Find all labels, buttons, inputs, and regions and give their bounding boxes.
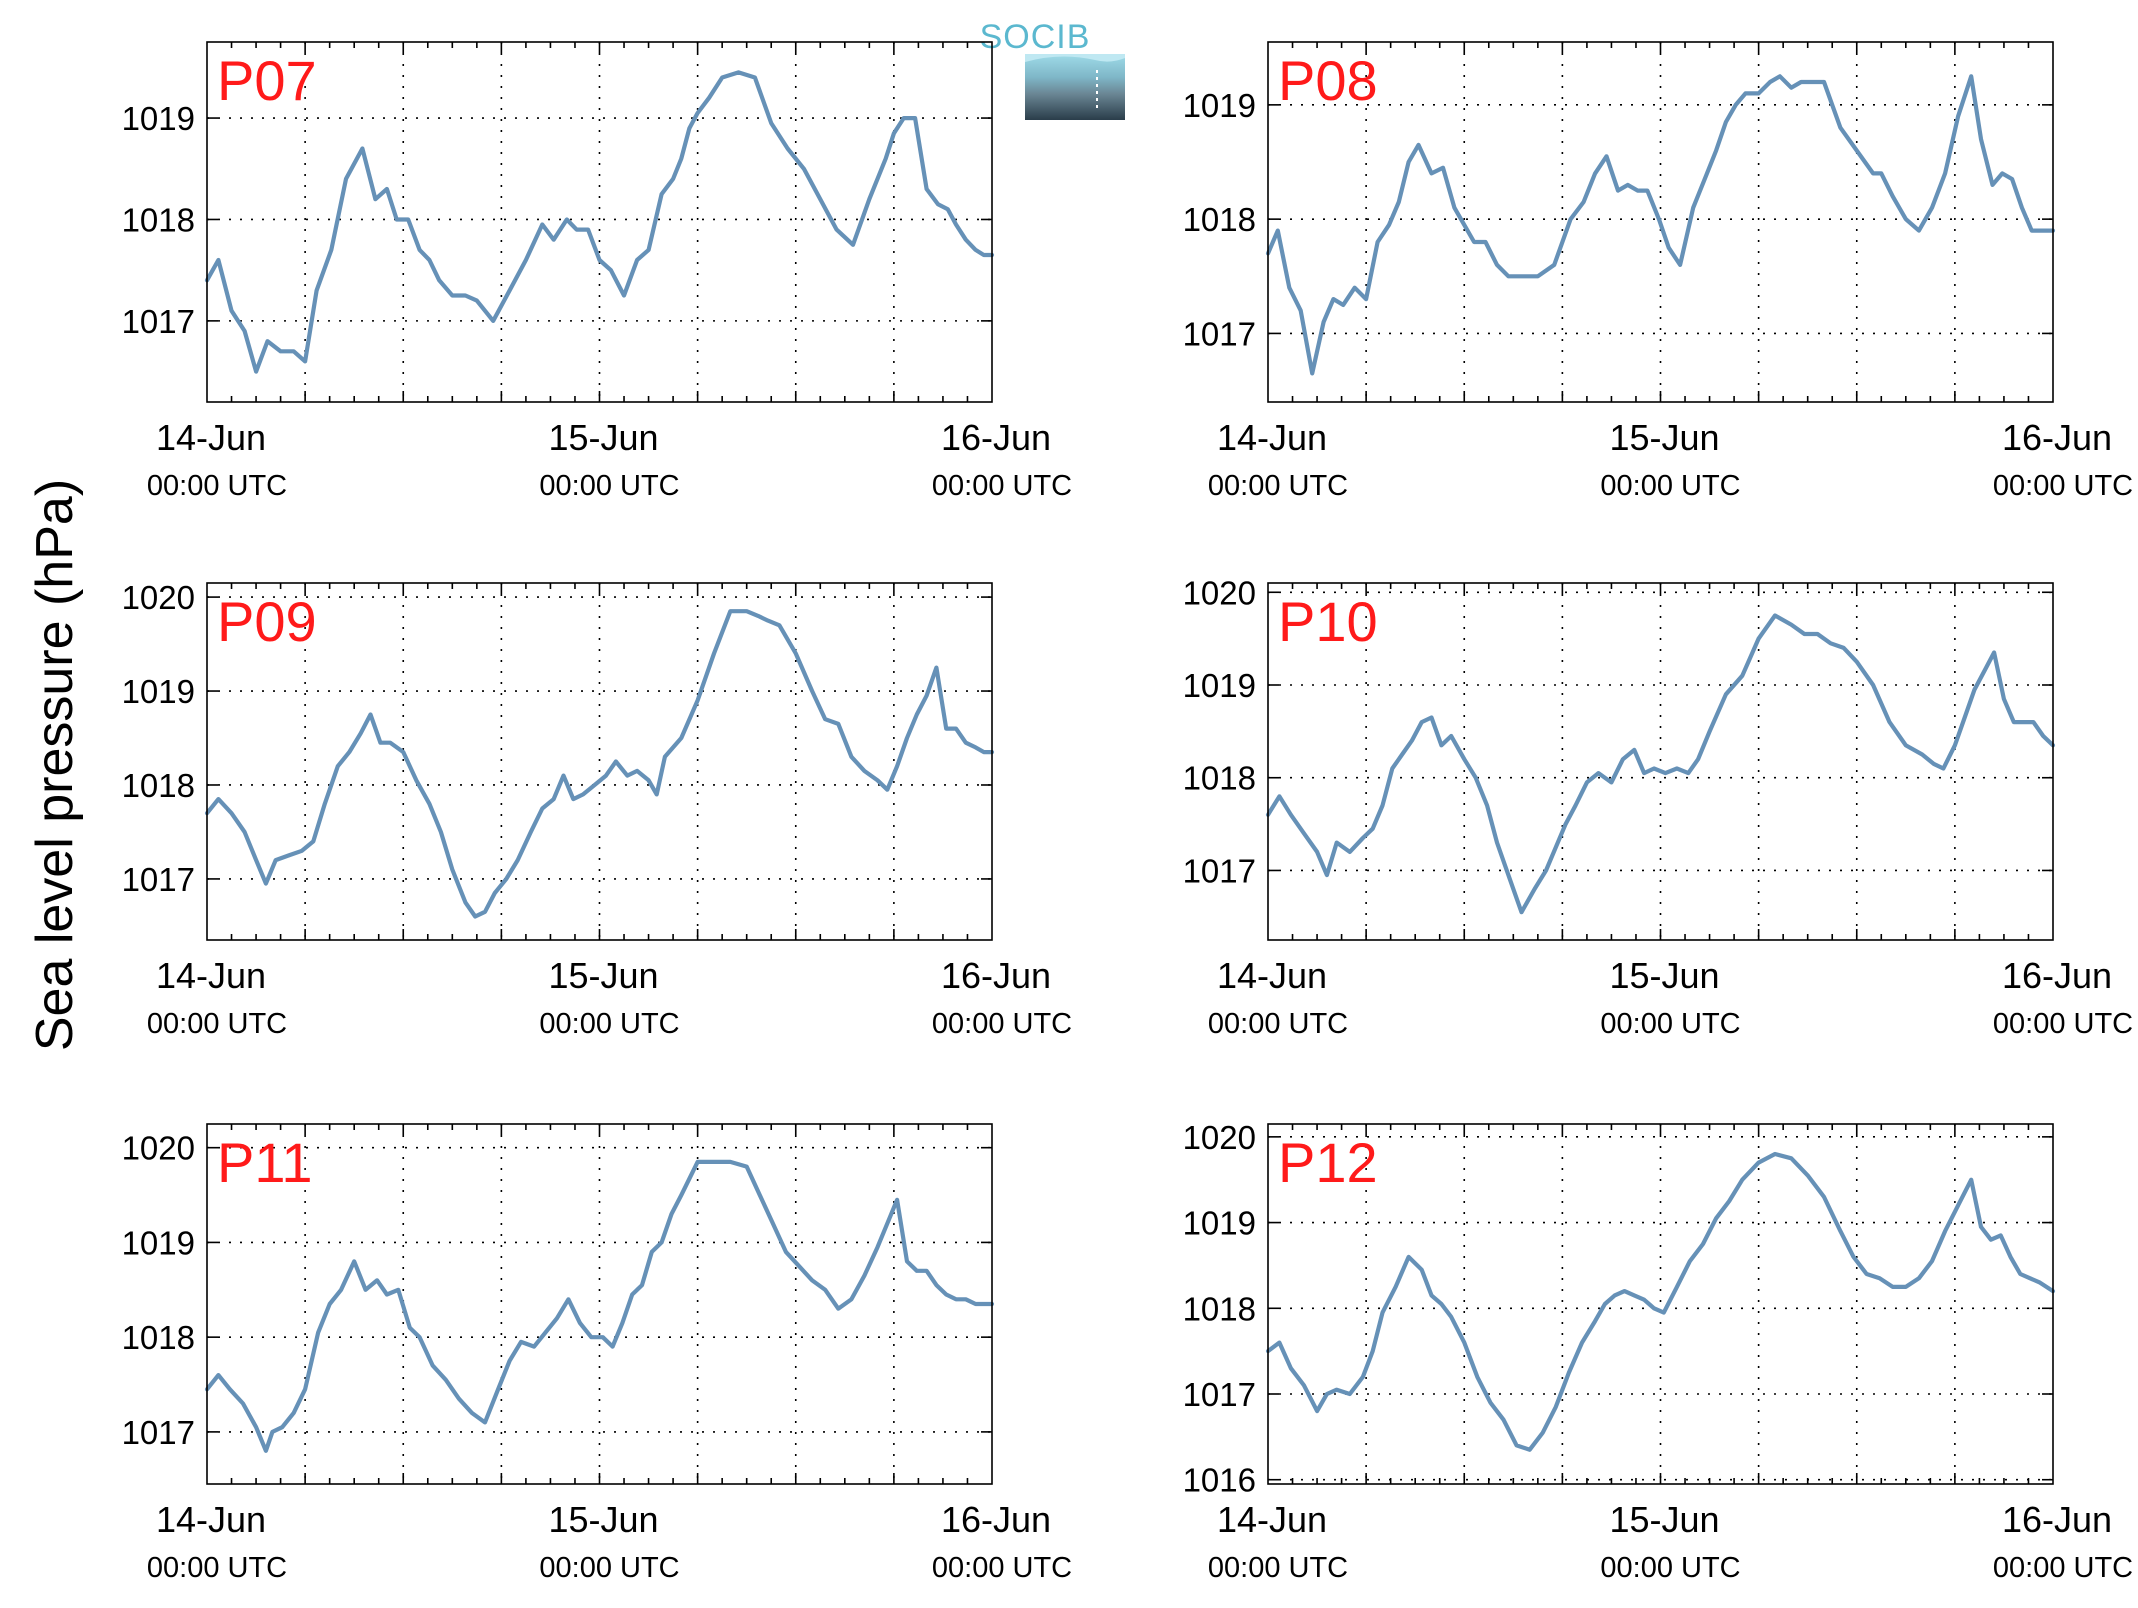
plot-frame bbox=[1267, 582, 2054, 941]
x-date-label: 14-Jun bbox=[1217, 417, 1327, 458]
x-date-label: 16-Jun bbox=[941, 1499, 1051, 1540]
socib-logo: SOCIB bbox=[980, 18, 1125, 120]
y-tick-label: 1017 bbox=[122, 303, 195, 340]
x-date-label: 16-Jun bbox=[2002, 1499, 2112, 1540]
y-tick-label: 1020 bbox=[122, 579, 195, 616]
series-line-p07 bbox=[204, 70, 995, 374]
panel-p11: 1017 1018 1019 1020 14-Jun 00:00 UTC 15-Jun 00:… bbox=[122, 1123, 1072, 1584]
x-date-label: 15-Jun bbox=[1609, 955, 1719, 996]
x-time-label: 00:00 UTC bbox=[1993, 1008, 2133, 1040]
station-label: P12 bbox=[1278, 1131, 1378, 1194]
x-time-label: 00:00 UTC bbox=[1600, 470, 1740, 502]
station-label: P08 bbox=[1278, 49, 1378, 112]
x-time-label: 00:00 UTC bbox=[1208, 1552, 1348, 1584]
y-tick-label: 1019 bbox=[1183, 87, 1256, 124]
logo-text: SOCIB bbox=[980, 18, 1091, 56]
series-line-p12 bbox=[1265, 1151, 2056, 1452]
x-date-label: 15-Jun bbox=[548, 417, 658, 458]
panel-p08: 1017 1018 1019 14-Jun 00:00 UTC 15-Jun 00:00 U… bbox=[1183, 41, 2133, 502]
y-tick-label: 1018 bbox=[1183, 201, 1256, 238]
x-date-label: 15-Jun bbox=[1609, 1499, 1719, 1540]
x-time-label: 00:00 UTC bbox=[932, 470, 1072, 502]
y-tick-label: 1018 bbox=[1183, 760, 1256, 797]
y-tick-label: 1020 bbox=[122, 1130, 195, 1167]
y-tick-label: 1019 bbox=[122, 100, 195, 137]
y-tick-label: 1017 bbox=[1183, 1376, 1256, 1413]
x-date-label: 15-Jun bbox=[548, 1499, 658, 1540]
y-tick-label: 1019 bbox=[122, 673, 195, 710]
y-tick-label: 1019 bbox=[122, 1224, 195, 1261]
y-tick-label: 1016 bbox=[1183, 1462, 1256, 1499]
y-tick-label: 1017 bbox=[122, 861, 195, 898]
x-date-label: 15-Jun bbox=[1609, 417, 1719, 458]
y-tick-label: 1020 bbox=[1183, 1119, 1256, 1156]
y-tick-label: 1019 bbox=[1183, 1205, 1256, 1242]
x-time-label: 00:00 UTC bbox=[147, 1552, 287, 1584]
y-tick-label: 1017 bbox=[1183, 852, 1256, 889]
y-tick-label: 1018 bbox=[122, 201, 195, 238]
x-time-label: 00:00 UTC bbox=[932, 1552, 1072, 1584]
x-date-label: 14-Jun bbox=[156, 955, 266, 996]
y-tick-label: 1018 bbox=[122, 767, 195, 804]
plot-frame bbox=[206, 1123, 993, 1485]
x-time-label: 00:00 UTC bbox=[1993, 470, 2133, 502]
x-time-label: 00:00 UTC bbox=[147, 470, 287, 502]
x-date-label: 14-Jun bbox=[156, 1499, 266, 1540]
x-time-label: 00:00 UTC bbox=[539, 1008, 679, 1040]
x-date-label: 16-Jun bbox=[941, 417, 1051, 458]
x-date-label: 16-Jun bbox=[2002, 417, 2112, 458]
panel-p12: 1016 1017 1018 1019 1020 14-Jun 00:00 UTC 15-Ju… bbox=[1183, 1119, 2134, 1584]
x-date-label: 14-Jun bbox=[156, 417, 266, 458]
series-line-p08 bbox=[1265, 74, 2056, 376]
station-label: P07 bbox=[217, 49, 317, 112]
panel-p09: 1017 1018 1019 1020 14-Jun 00:00 UTC 15-Jun 00:… bbox=[122, 579, 1073, 1040]
y-tick-label: 1020 bbox=[1183, 574, 1256, 611]
x-time-label: 00:00 UTC bbox=[539, 470, 679, 502]
x-date-label: 16-Jun bbox=[2002, 955, 2112, 996]
series-line-p10 bbox=[1265, 613, 2056, 915]
x-time-label: 00:00 UTC bbox=[1993, 1552, 2133, 1584]
panel-p10: 1017 1018 1019 1020 14-Jun 00:00 UTC 15-Jun 00:… bbox=[1183, 574, 2134, 1040]
y-tick-label: 1018 bbox=[122, 1319, 195, 1356]
x-date-label: 14-Jun bbox=[1217, 955, 1327, 996]
x-time-label: 00:00 UTC bbox=[539, 1552, 679, 1584]
x-time-label: 00:00 UTC bbox=[1600, 1008, 1740, 1040]
x-date-label: 16-Jun bbox=[941, 955, 1051, 996]
station-label: P09 bbox=[217, 590, 317, 653]
y-axis-label: Sea level pressure (hPa) bbox=[26, 479, 84, 1051]
panel-p07: 1017 1018 1019 14-Jun 00:00 UTC 15-Jun 00:00 U… bbox=[122, 41, 1072, 502]
station-label: P11 bbox=[217, 1131, 312, 1194]
x-date-label: 14-Jun bbox=[1217, 1499, 1327, 1540]
series-line-p11 bbox=[204, 1159, 995, 1453]
y-tick-label: 1017 bbox=[122, 1414, 195, 1451]
plot-frame bbox=[206, 41, 993, 403]
series-line-p09 bbox=[204, 609, 995, 919]
x-time-label: 00:00 UTC bbox=[1208, 1008, 1348, 1040]
station-label: P10 bbox=[1278, 590, 1378, 653]
x-time-label: 00:00 UTC bbox=[147, 1008, 287, 1040]
x-time-label: 00:00 UTC bbox=[1600, 1552, 1740, 1584]
plot-frame bbox=[206, 582, 993, 941]
y-tick-label: 1017 bbox=[1183, 315, 1256, 352]
y-tick-label: 1018 bbox=[1183, 1290, 1256, 1327]
x-date-label: 15-Jun bbox=[548, 955, 658, 996]
x-time-label: 00:00 UTC bbox=[1208, 470, 1348, 502]
y-tick-label: 1019 bbox=[1183, 667, 1256, 704]
x-time-label: 00:00 UTC bbox=[932, 1008, 1072, 1040]
